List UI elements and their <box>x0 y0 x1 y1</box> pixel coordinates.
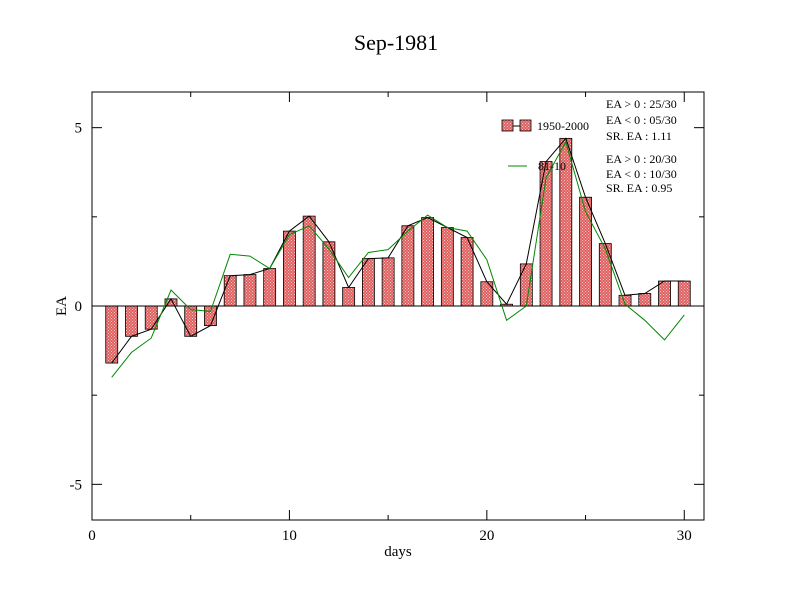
bar-day-20 <box>480 281 494 307</box>
legend-bar-swatch-2 <box>519 119 532 132</box>
legend-stat-2-3: SR. EA : 0.95 <box>606 181 672 195</box>
bar-day-5 <box>184 305 198 337</box>
legend-stat-2-2: EA < 0 : 10/30 <box>606 167 677 181</box>
y-tick-label: -5 <box>70 477 83 493</box>
x-axis-label: days <box>384 544 412 560</box>
bar-day-7 <box>223 275 237 307</box>
line-series-81-10 <box>111 140 685 378</box>
bar-day-30 <box>677 280 691 307</box>
x-axis: 0 10 20 30 <box>88 92 692 544</box>
x-tick-label: 20 <box>479 528 494 544</box>
legend-label-81-10: 81-10 <box>538 159 566 173</box>
bar-day-16 <box>401 225 415 307</box>
bar-day-2 <box>125 305 138 337</box>
y-axis-label: EA <box>54 296 70 316</box>
legend-stat-1-3: SR. EA : 1.11 <box>606 129 672 143</box>
bar-day-22 <box>519 263 533 307</box>
bar-day-9 <box>263 268 277 307</box>
legend-stat-1-1: EA > 0 : 25/30 <box>606 97 677 111</box>
legend-stat-2-1: EA > 0 : 20/30 <box>606 152 677 166</box>
legend: 1950-2000 EA > 0 : 25/30 EA < 0 : 05/30 … <box>501 97 677 195</box>
bar-day-18 <box>440 227 454 307</box>
y-axis: -5 0 5 <box>70 121 704 493</box>
bar-series-group <box>92 137 704 364</box>
bar-day-3 <box>144 305 158 330</box>
legend-stat-1-2: EA < 0 : 05/30 <box>606 113 677 127</box>
bar-day-15 <box>381 257 395 307</box>
bar-day-13 <box>342 287 356 307</box>
x-tick-label: 10 <box>282 528 297 544</box>
chart-title: Sep-1981 <box>354 30 438 55</box>
bar-day-25 <box>579 196 592 307</box>
line-series-black <box>111 137 685 364</box>
bar-day-14 <box>361 258 375 307</box>
bar-day-26 <box>598 243 612 307</box>
bar-day-17 <box>421 217 435 307</box>
x-tick-label: 30 <box>677 528 692 544</box>
legend-label-1950-2000: 1950-2000 <box>537 119 589 133</box>
bar-day-29 <box>658 280 671 307</box>
y-tick-label: 5 <box>75 121 83 137</box>
legend-bar-swatch <box>501 119 514 132</box>
bar-day-1 <box>105 305 119 364</box>
bar-day-11 <box>302 215 316 307</box>
y-tick-label: 0 <box>75 299 83 315</box>
bar-day-8 <box>243 274 257 307</box>
line-series-group <box>111 137 685 378</box>
bar-day-28 <box>638 293 652 307</box>
x-tick-label: 0 <box>88 528 96 544</box>
